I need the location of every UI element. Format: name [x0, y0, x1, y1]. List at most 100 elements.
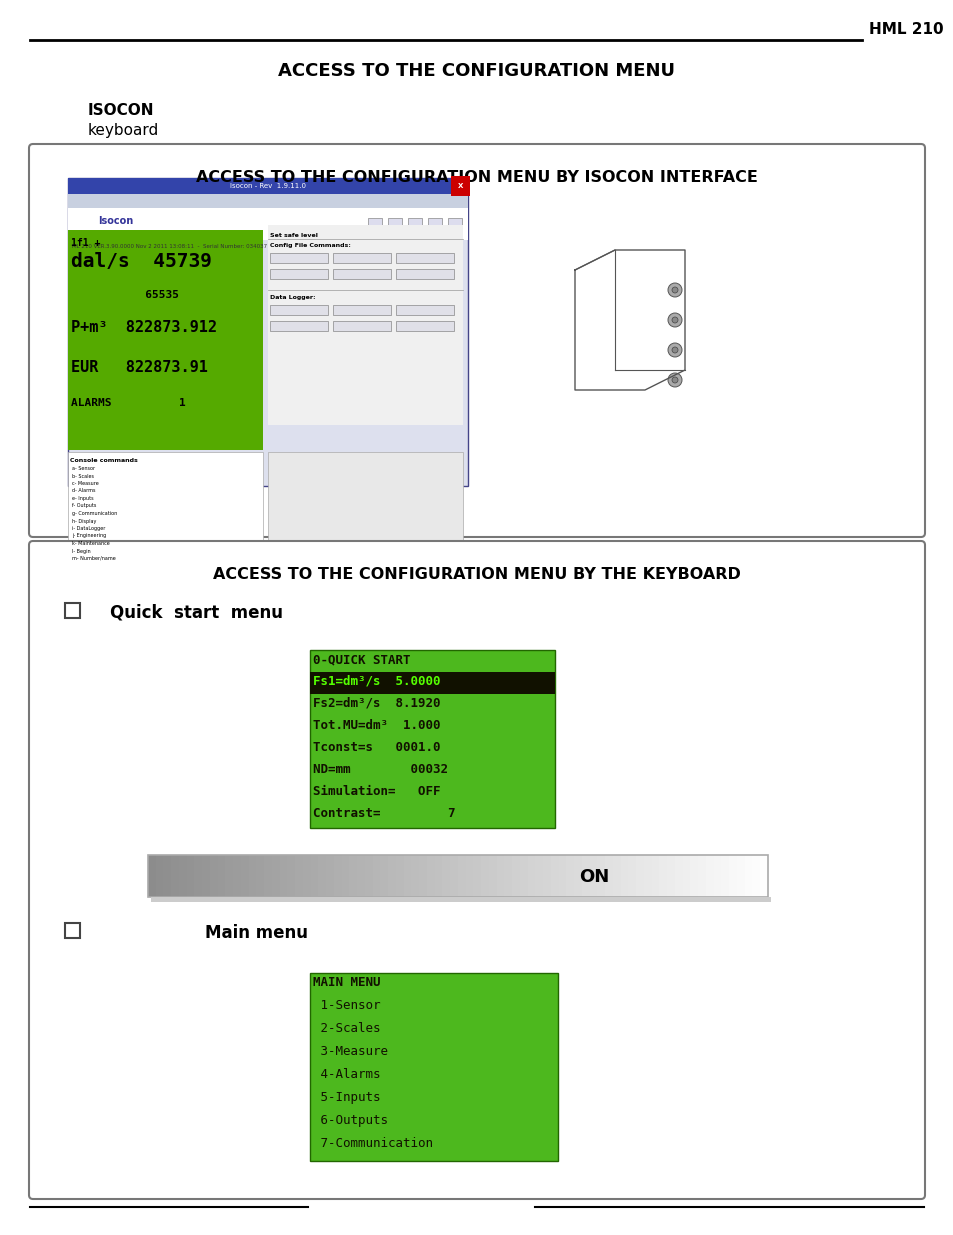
Text: 3-Measure: 3-Measure: [313, 1045, 388, 1058]
Text: ML 210 VER.3.90.0000 Nov 2 2011 13:08:11  -  Serial Number: 034037: ML 210 VER.3.90.0000 Nov 2 2011 13:08:11…: [71, 245, 267, 249]
Bar: [326, 855, 335, 897]
Bar: [519, 855, 529, 897]
Bar: [68, 452, 263, 562]
Text: f- Outputs: f- Outputs: [71, 504, 96, 509]
Bar: [675, 855, 683, 897]
Bar: [448, 219, 461, 230]
Bar: [558, 855, 567, 897]
Text: Isocon: Isocon: [98, 216, 133, 226]
Bar: [604, 855, 614, 897]
Bar: [651, 855, 660, 897]
Bar: [334, 855, 343, 897]
Text: Main menu: Main menu: [205, 924, 308, 942]
Bar: [643, 855, 653, 897]
Bar: [287, 855, 296, 897]
Text: k- Maintenance: k- Maintenance: [71, 541, 110, 546]
Bar: [310, 973, 558, 1161]
Text: 4-Alarms: 4-Alarms: [313, 1068, 380, 1081]
Bar: [690, 855, 699, 897]
Text: l- Begin: l- Begin: [71, 548, 91, 553]
Circle shape: [671, 347, 678, 353]
Text: 1f1 +: 1f1 +: [71, 238, 100, 248]
Bar: [368, 219, 381, 230]
Bar: [373, 855, 381, 897]
Bar: [566, 855, 576, 897]
Text: Fs1=dm³/s  5.0000: Fs1=dm³/s 5.0000: [313, 676, 440, 688]
Bar: [65, 923, 80, 939]
Text: 65535: 65535: [71, 290, 179, 300]
Bar: [365, 855, 374, 897]
FancyBboxPatch shape: [29, 144, 924, 537]
Bar: [752, 855, 760, 897]
Bar: [395, 305, 454, 315]
Bar: [636, 855, 645, 897]
Bar: [418, 855, 428, 897]
Bar: [574, 855, 583, 897]
Text: ACCESS TO THE CONFIGURATION MENU BY ISOCON INTERFACE: ACCESS TO THE CONFIGURATION MENU BY ISOC…: [196, 170, 757, 185]
Text: Quick  start  menu: Quick start menu: [110, 604, 283, 622]
Bar: [535, 855, 544, 897]
Bar: [581, 855, 591, 897]
Bar: [465, 855, 475, 897]
Bar: [341, 855, 351, 897]
Text: 0-QUICK START: 0-QUICK START: [313, 653, 410, 666]
Bar: [403, 855, 413, 897]
Text: Data Logger:: Data Logger:: [270, 295, 315, 300]
Text: 6-Outputs: 6-Outputs: [313, 1114, 388, 1128]
Bar: [620, 855, 629, 897]
Bar: [270, 321, 328, 331]
Bar: [705, 855, 715, 897]
Bar: [187, 855, 195, 897]
Bar: [194, 855, 204, 897]
Text: 5-Inputs: 5-Inputs: [313, 1091, 380, 1104]
Bar: [395, 269, 454, 279]
Bar: [760, 855, 769, 897]
Text: m- Number/name: m- Number/name: [71, 556, 115, 561]
Text: Contrast=         7: Contrast= 7: [313, 806, 455, 820]
Bar: [217, 855, 227, 897]
Bar: [356, 855, 366, 897]
Text: P+m³  822873.912: P+m³ 822873.912: [71, 320, 216, 335]
Bar: [589, 855, 598, 897]
Bar: [442, 855, 452, 897]
Bar: [497, 855, 505, 897]
Bar: [148, 855, 157, 897]
Bar: [411, 855, 420, 897]
Text: dal/s  45739: dal/s 45739: [71, 252, 212, 270]
Bar: [628, 855, 638, 897]
Bar: [202, 855, 212, 897]
Bar: [659, 855, 668, 897]
Circle shape: [667, 283, 681, 296]
Bar: [333, 321, 391, 331]
Bar: [457, 855, 467, 897]
Bar: [542, 855, 552, 897]
Bar: [450, 855, 459, 897]
Text: ND=mm        00032: ND=mm 00032: [313, 763, 448, 776]
Bar: [473, 855, 482, 897]
Text: j- Engineering: j- Engineering: [71, 534, 106, 538]
Bar: [311, 855, 319, 897]
Text: i- DataLogger: i- DataLogger: [71, 526, 105, 531]
Bar: [68, 178, 468, 194]
Bar: [68, 207, 468, 240]
Bar: [294, 855, 304, 897]
Circle shape: [667, 343, 681, 357]
Bar: [270, 269, 328, 279]
Bar: [256, 855, 266, 897]
Bar: [551, 855, 559, 897]
Text: 7-Communication: 7-Communication: [313, 1137, 433, 1150]
Bar: [613, 855, 621, 897]
Bar: [666, 855, 676, 897]
Text: MAIN MENU: MAIN MENU: [313, 976, 380, 989]
Circle shape: [667, 373, 681, 387]
FancyBboxPatch shape: [29, 541, 924, 1199]
Text: HML 210: HML 210: [868, 22, 943, 37]
Bar: [427, 855, 436, 897]
Circle shape: [667, 312, 681, 327]
Bar: [264, 855, 274, 897]
Bar: [68, 230, 263, 450]
Text: g- Communication: g- Communication: [71, 511, 117, 516]
Bar: [233, 855, 242, 897]
Bar: [155, 855, 165, 897]
Bar: [597, 855, 606, 897]
